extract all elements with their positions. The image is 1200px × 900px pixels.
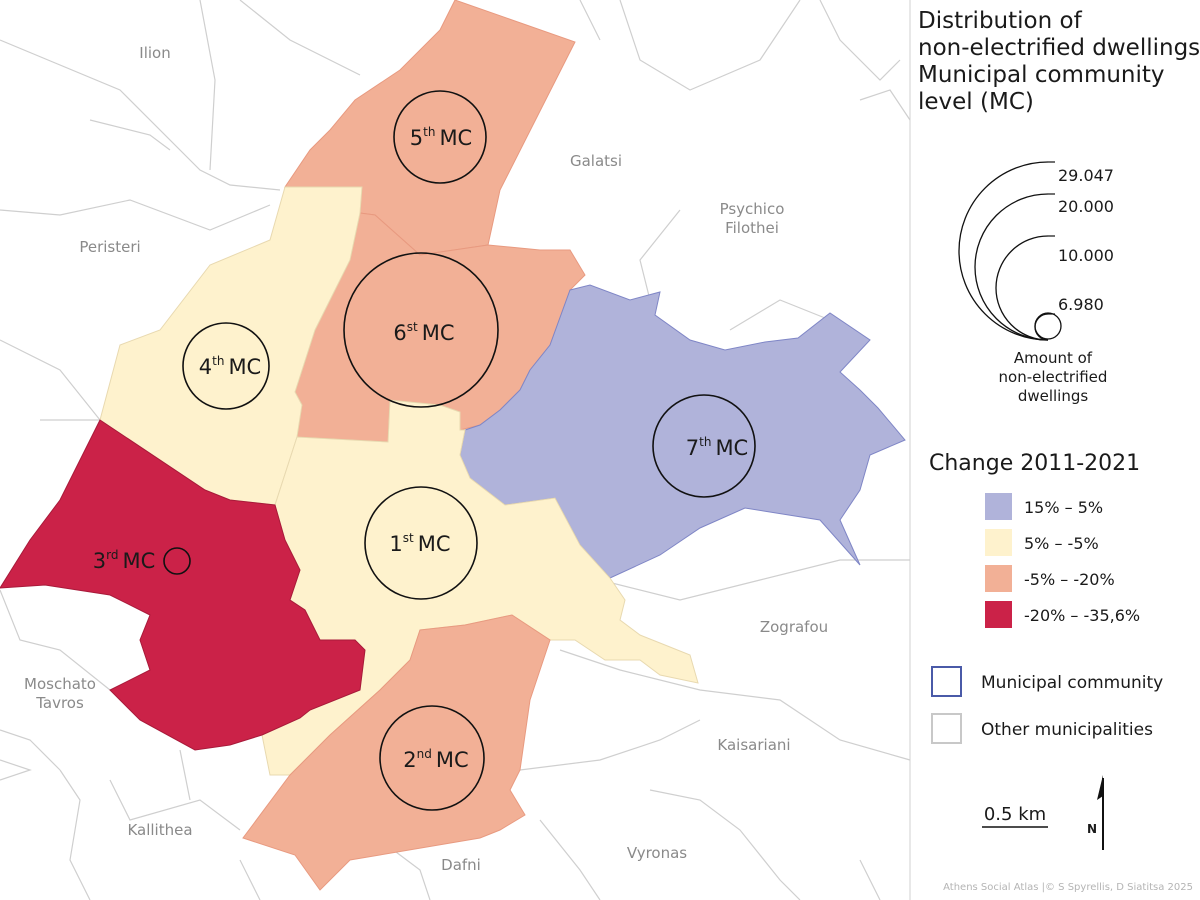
mc1-label: 1st MC xyxy=(389,531,450,556)
community-polygons xyxy=(0,0,906,891)
north-arrow-icon xyxy=(1097,775,1103,800)
mc2-proportional-circle xyxy=(379,705,485,811)
municipality-label-ilion: Ilion xyxy=(139,44,170,62)
credit-text: Athens Social Atlas |© S Spyrellis, D Si… xyxy=(943,882,1193,893)
size-legend-value-0: 29.047 xyxy=(1058,166,1114,185)
municipality-label-kallithea: Kallithea xyxy=(127,821,192,839)
mc1-proportional-circle xyxy=(364,486,478,600)
change-swatch-2 xyxy=(985,565,1012,592)
size-legend-arc-3 xyxy=(1034,313,1049,341)
municipality-label-galatsi: Galatsi xyxy=(570,152,622,170)
municipality-labels: Ilion Peristeri Galatsi Psychico Filothei Zog… xyxy=(24,44,828,874)
map-title: Distribution of non-electrified dwellings… xyxy=(918,8,1200,115)
mc6-proportional-circle xyxy=(343,252,499,408)
mc4-proportional-circle xyxy=(182,322,270,410)
scale-bar-label: 0.5 km xyxy=(984,804,1046,825)
mc4-label: 4th MC xyxy=(199,354,261,379)
change-label-3: -20% – -35,6% xyxy=(1024,606,1140,625)
size-legend-value-1: 20.000 xyxy=(1058,197,1114,216)
size-legend-value-2: 10.000 xyxy=(1058,246,1114,265)
municipality-label-dafni: Dafni xyxy=(441,856,481,874)
boundary-swatch-0 xyxy=(931,666,962,697)
boundary-label-1: Other municipalities xyxy=(981,720,1153,740)
municipality-label-moschato: Moschato Tavros xyxy=(24,675,96,712)
municipality-label-zografou: Zografou xyxy=(760,618,828,636)
size-legend-arc-2 xyxy=(995,235,1049,341)
municipality-label-psychico: Psychico Filothei xyxy=(720,200,785,237)
mc7-polygon xyxy=(459,284,906,579)
change-swatch-0 xyxy=(985,493,1012,520)
mc3-label: 3rd MC xyxy=(93,548,156,573)
mc3-polygon xyxy=(0,419,366,751)
mc3-proportional-circle xyxy=(163,547,191,575)
boundary-label-0: Municipal community xyxy=(981,673,1163,693)
change-swatch-3 xyxy=(985,601,1012,628)
municipal-boundaries xyxy=(0,0,911,900)
change-legend-title: Change 2011-2021 xyxy=(929,451,1140,476)
size-legend-min-circle xyxy=(1034,312,1062,340)
mc5-label: 5th MC xyxy=(410,125,472,150)
mc6-label: 6st MC xyxy=(393,320,454,345)
mc2-label: 2nd MC xyxy=(403,747,468,772)
mc2-polygon xyxy=(242,614,551,891)
change-label-0: 15% – 5% xyxy=(1024,498,1103,517)
municipality-label-peristeri: Peristeri xyxy=(79,238,140,256)
legend-panel: Distribution of non-electrified dwellings… xyxy=(918,8,1200,893)
municipality-label-vyronas: Vyronas xyxy=(627,844,687,862)
change-label-2: -5% – -20% xyxy=(1024,570,1115,589)
size-legend-arc-0 xyxy=(958,161,1049,341)
size-legend-value-3: 6.980 xyxy=(1058,295,1104,314)
change-swatch-1 xyxy=(985,529,1012,556)
boundary-swatch-1 xyxy=(931,713,962,744)
mc5-proportional-circle xyxy=(393,90,487,184)
mc7-label: 7th MC xyxy=(686,435,748,460)
change-label-1: 5% – -5% xyxy=(1024,534,1099,553)
north-label: N xyxy=(1087,822,1097,836)
municipality-label-kaisariani: Kaisariani xyxy=(717,736,790,754)
size-legend-arc-1 xyxy=(974,193,1049,341)
size-legend-caption: Amount of non-electrified dwellings xyxy=(999,349,1108,405)
mc7-proportional-circle xyxy=(652,394,756,498)
community-symbols: 1st MC 2nd MC 3rd MC 4th MC 5th MC 6st MC 7th MC xyxy=(93,90,756,811)
